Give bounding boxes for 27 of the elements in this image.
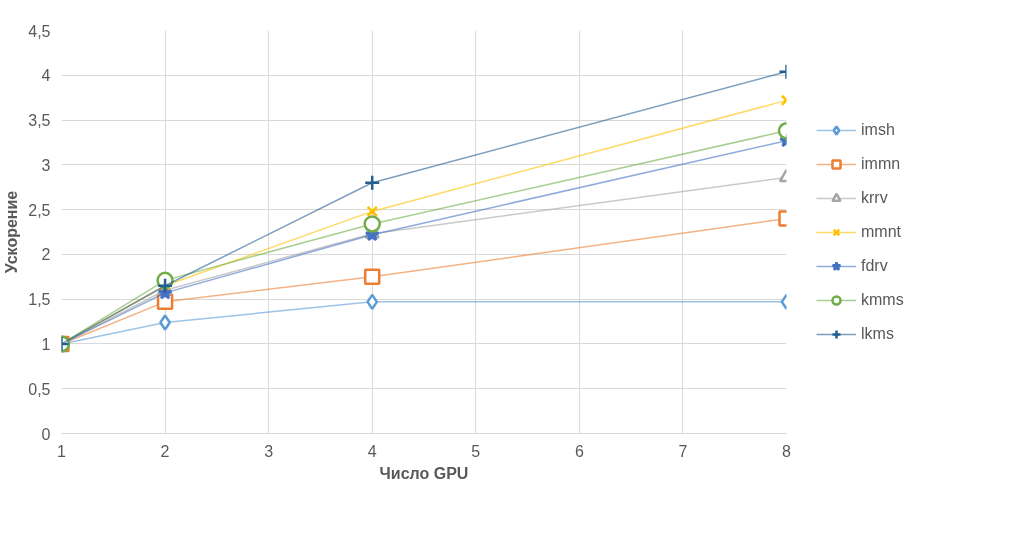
y-tick-label: 0 (41, 425, 51, 443)
y-axis-title: Ускорение (3, 190, 21, 274)
legend-label: kmms (861, 290, 904, 309)
legend-label: mmnt (861, 222, 901, 241)
y-tick-label: 0,5 (28, 380, 51, 398)
x-tick-label: 6 (574, 442, 584, 460)
x-tick-label: 1 (57, 442, 67, 460)
legend-label: krrv (861, 188, 888, 207)
legend-label: fdrv (861, 256, 888, 275)
x-tick-label: 4 (367, 442, 377, 460)
legend-label: immn (861, 154, 901, 173)
x-tick-label: 8 (782, 442, 792, 460)
y-tick-label: 3,5 (28, 112, 51, 130)
y-tick-label: 3 (41, 156, 51, 174)
y-tick-label: 1,5 (28, 291, 51, 309)
x-tick-label: 7 (678, 442, 688, 460)
y-tick-label: 1 (41, 335, 51, 353)
x-tick-label: 5 (471, 442, 481, 460)
y-tick-label: 4 (41, 67, 51, 85)
legend-label: imsh (861, 120, 895, 139)
x-tick-label: 3 (264, 442, 274, 460)
y-tick-label: 4,5 (28, 22, 51, 40)
x-tick-label: 2 (160, 442, 170, 460)
x-axis-title: Число GPU (379, 464, 469, 482)
y-tick-label: 2,5 (28, 201, 51, 219)
y-tick-label: 2 (41, 246, 51, 264)
legend-label: lkms (861, 324, 894, 343)
